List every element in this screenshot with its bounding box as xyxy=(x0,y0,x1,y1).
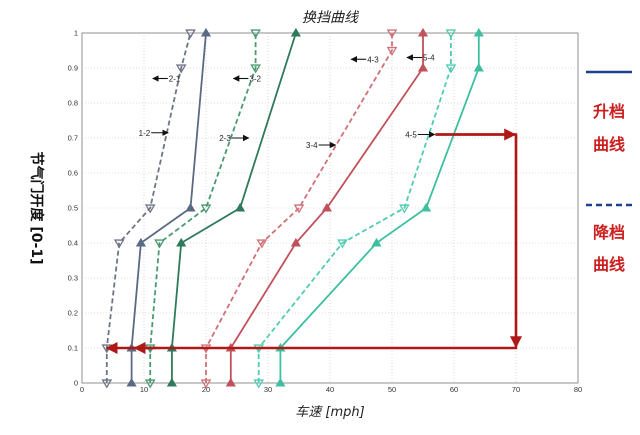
y-tick-label: 0.7 xyxy=(68,134,78,143)
shift-annotation-3-4: 3-4 xyxy=(306,141,337,150)
series-3-4 xyxy=(225,27,429,387)
annotation-label: 2-1 xyxy=(169,75,181,84)
data-point xyxy=(113,239,125,249)
shift-annotation-2-3: 2-3 xyxy=(219,134,250,143)
data-point xyxy=(473,27,484,37)
data-point xyxy=(417,27,429,37)
shift-annotation-4-5: 4-5 xyxy=(405,131,436,140)
data-point xyxy=(371,237,382,247)
legend-text-downshift-2: 曲线 xyxy=(593,255,625,274)
data-point xyxy=(185,202,196,212)
annotation-label: 2-3 xyxy=(219,134,231,143)
annotations: 2-1 1-2 3-2 2-3 3-4 4-3 4-5 5-4 xyxy=(139,54,436,150)
data-point xyxy=(185,29,196,39)
shift-annotation-3-2: 3-2 xyxy=(232,75,262,84)
shift-annotation-2-1: 2-1 xyxy=(152,75,181,84)
x-tick-label: 80 xyxy=(574,385,582,394)
data-point xyxy=(144,204,156,214)
data-point xyxy=(290,237,301,247)
data-point xyxy=(386,46,398,56)
data-point xyxy=(101,379,113,389)
data-point xyxy=(445,29,457,39)
data-point xyxy=(135,237,146,247)
annotation-label: 4-3 xyxy=(367,55,379,64)
y-axis-label: 节气门开度 [0-1] xyxy=(28,152,45,265)
x-tick-label: 0 xyxy=(80,385,84,394)
data-point xyxy=(176,237,187,247)
data-point xyxy=(293,204,305,214)
data-point xyxy=(253,379,265,389)
annotation-label: 1-2 xyxy=(139,129,151,138)
data-point xyxy=(386,29,398,39)
data-point xyxy=(421,202,432,212)
series-line xyxy=(205,33,393,383)
legend-text-upshift-2: 曲线 xyxy=(593,135,625,154)
data-point xyxy=(275,377,286,387)
data-point xyxy=(175,64,187,74)
data-point xyxy=(250,29,261,39)
y-tick-label: 0.8 xyxy=(68,99,78,108)
legend-text-downshift-1: 降档 xyxy=(593,223,625,242)
data-point xyxy=(337,239,348,249)
y-tick-label: 0.3 xyxy=(68,274,78,283)
series-4-5 xyxy=(275,27,484,387)
series-line xyxy=(149,33,257,383)
annotation-label: 3-2 xyxy=(249,75,261,84)
y-tick-label: 0.2 xyxy=(68,309,78,318)
y-tick-label: 0.4 xyxy=(68,239,78,248)
series-layer xyxy=(101,27,484,389)
data-point xyxy=(399,204,410,214)
y-axis-label-group: 节气门开度 [0-1] xyxy=(28,152,45,265)
y-tick-label: 0.6 xyxy=(68,169,78,178)
series-line xyxy=(257,33,452,383)
annotation-label: 3-4 xyxy=(306,141,318,150)
series-5-4 xyxy=(253,29,457,389)
series-line xyxy=(279,33,480,383)
hysteresis-arrow xyxy=(105,128,522,354)
x-tick-label: 30 xyxy=(264,385,272,394)
x-axis-label: 车速 [mph] xyxy=(295,405,364,420)
data-point xyxy=(225,377,236,387)
series-1-2 xyxy=(126,27,212,387)
axis-ticks: 0 10 20 30 40 50 60 70 80 0 0.1 0.2 0.3 0.4 0.5 0.6 0.7 0… xyxy=(68,29,583,395)
data-point xyxy=(235,202,246,212)
series-line xyxy=(229,33,424,383)
shift-annotation-4-3: 4-3 xyxy=(350,55,379,64)
shift-annotation-1-2: 1-2 xyxy=(139,129,169,138)
data-point xyxy=(166,377,177,387)
data-point xyxy=(200,27,212,37)
data-point xyxy=(417,62,429,72)
data-point xyxy=(290,27,301,37)
y-tick-label: 0.5 xyxy=(68,204,78,213)
data-point xyxy=(256,239,268,249)
annotation-label: 4-5 xyxy=(405,131,417,140)
data-point xyxy=(154,239,165,249)
data-point xyxy=(144,379,156,389)
chart-title: 换挡曲线 xyxy=(302,10,360,26)
x-tick-label: 40 xyxy=(326,385,334,394)
data-point xyxy=(200,379,212,389)
y-tick-label: 0.1 xyxy=(68,344,78,353)
data-point xyxy=(250,64,261,74)
y-tick-label: 0.9 xyxy=(68,64,78,73)
data-point xyxy=(321,202,332,212)
x-tick-label: 10 xyxy=(140,385,148,394)
x-tick-label: 50 xyxy=(388,385,396,394)
x-tick-label: 70 xyxy=(512,385,520,394)
series-line xyxy=(105,32,192,383)
annotation-label: 5-4 xyxy=(423,54,435,63)
y-tick-label: 1 xyxy=(74,29,78,38)
y-tick-label: 0 xyxy=(74,379,78,388)
data-point xyxy=(473,62,484,72)
shift-annotation-5-4: 5-4 xyxy=(406,54,435,63)
x-tick-label: 20 xyxy=(202,385,210,394)
data-point xyxy=(200,204,212,214)
legend: 升档 曲线 降档 曲线 xyxy=(586,70,632,274)
data-point xyxy=(126,377,137,387)
data-point xyxy=(445,64,457,74)
legend-text-upshift-1: 升档 xyxy=(593,102,625,121)
x-tick-label: 60 xyxy=(450,385,458,394)
